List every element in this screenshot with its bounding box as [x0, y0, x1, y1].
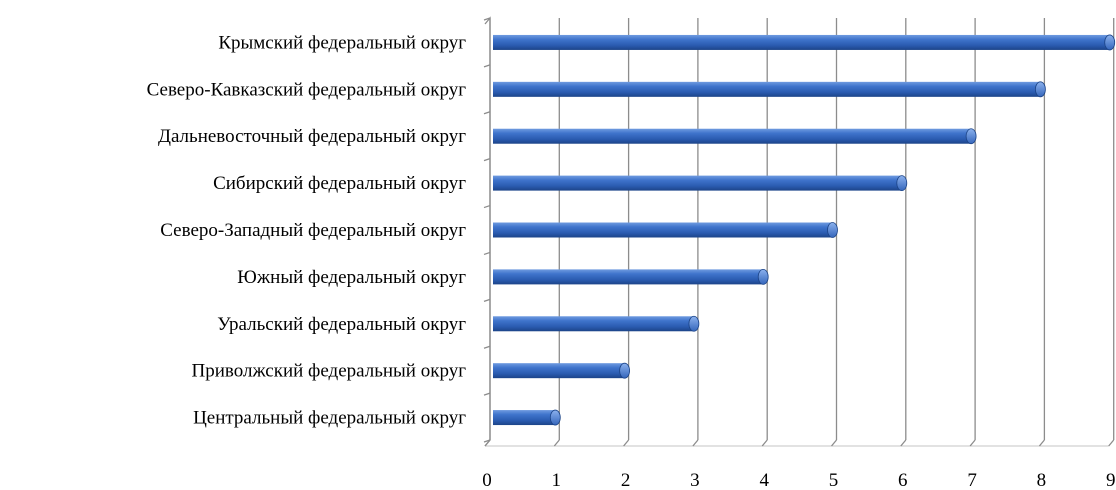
bar — [493, 363, 625, 379]
x-tick-label: 1 — [552, 470, 562, 490]
bar-end-cap — [896, 175, 908, 192]
bar-end-cap — [688, 315, 700, 332]
gridline-foot — [969, 439, 976, 447]
category-tick — [483, 298, 491, 302]
category-tick — [483, 111, 491, 115]
bar-end-cap — [549, 409, 561, 426]
category-label: Сибирский федеральный округ — [213, 173, 466, 194]
category-tick — [483, 439, 491, 443]
bar-end-cap — [757, 268, 769, 285]
category-label: Приволжский федеральный округ — [192, 361, 467, 382]
bar-end-cap — [827, 222, 838, 238]
category-label: Центральный федеральный округ — [193, 408, 466, 429]
x-tick-label: 9 — [1106, 470, 1116, 490]
x-tick-labels: 0 1 2 3 4 5 6 7 8 9 — [482, 470, 1115, 490]
gridline-foot — [1108, 439, 1115, 447]
category-tick — [483, 392, 491, 396]
gridline-foot — [831, 439, 837, 447]
axes — [483, 16, 1109, 447]
gridline-foot — [900, 439, 907, 447]
x-tick-label: 0 — [482, 470, 492, 490]
x-tick-label: 4 — [759, 470, 769, 490]
category-tick — [483, 345, 491, 349]
bar — [493, 316, 694, 332]
category-tick — [483, 251, 491, 256]
category-tick — [483, 17, 491, 21]
category-label: Крымский федеральный округ — [218, 32, 466, 53]
x-tick-label: 6 — [898, 470, 908, 490]
bar — [493, 410, 556, 426]
category-tick — [483, 158, 491, 162]
gridline-foot — [692, 439, 699, 447]
bar-end-cap — [1035, 81, 1046, 98]
gridline-foot — [623, 439, 630, 447]
category-label: Северо-Западный федеральный округ — [160, 220, 466, 241]
x-tick-label: 2 — [621, 470, 631, 490]
x-tick-label: 5 — [829, 470, 839, 490]
x-tick-label: 8 — [1037, 470, 1047, 490]
bar-end-cap — [1104, 34, 1116, 51]
category-axis — [484, 16, 491, 447]
category-tick — [483, 64, 491, 68]
x-tick-label: 7 — [967, 470, 977, 490]
bar — [493, 128, 972, 144]
gridline-foot — [1038, 439, 1045, 447]
category-labels: Крымский федеральный округ Северо-Кавказс… — [147, 32, 467, 428]
bar — [493, 81, 1041, 97]
bars — [493, 34, 1116, 426]
category-tick — [483, 204, 491, 209]
category-label: Уральский федеральный округ — [217, 314, 466, 335]
bar-end-cap — [965, 128, 977, 145]
category-label: Южный федеральный округ — [237, 267, 466, 288]
bar — [493, 222, 833, 238]
bar — [493, 269, 764, 285]
bar — [493, 34, 1110, 50]
category-label: Дальневосточный федеральный округ — [158, 126, 466, 147]
category-label: Северо-Кавказский федеральный округ — [147, 79, 467, 100]
gridline-foot — [761, 439, 768, 447]
x-tick-label: 3 — [690, 470, 700, 490]
gridline-foot — [553, 439, 560, 447]
bar — [493, 175, 902, 191]
bar-end-cap — [619, 362, 630, 379]
